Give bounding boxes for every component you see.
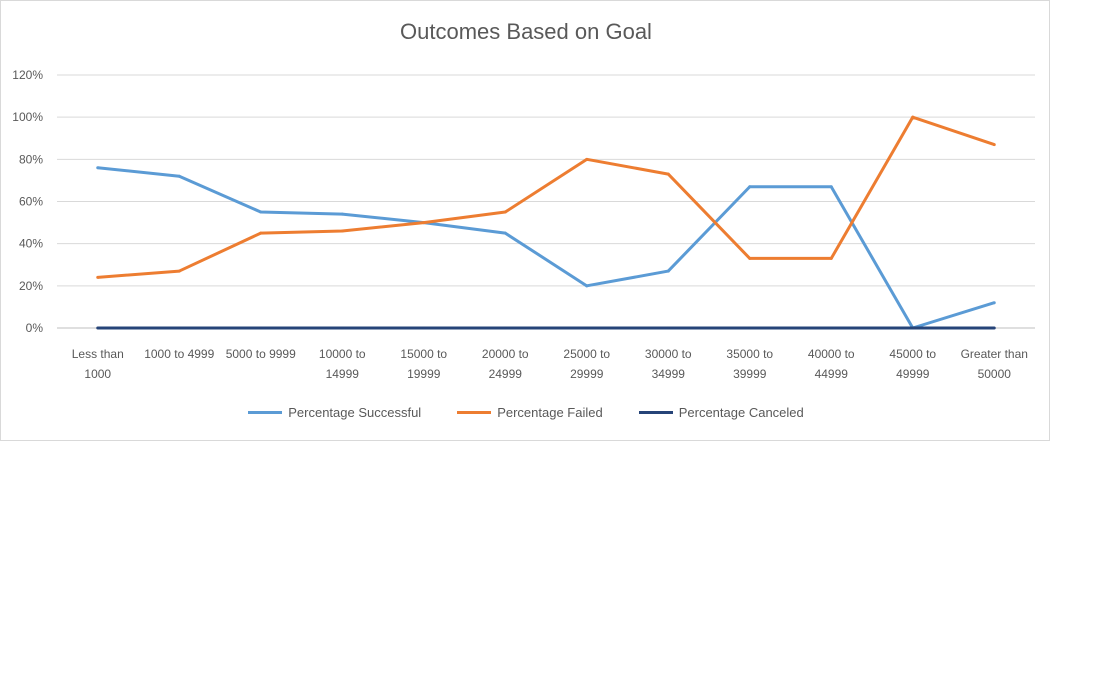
legend-item: Percentage Failed (457, 405, 603, 420)
x-tick-label: 30000 to 34999 (645, 347, 692, 381)
x-tick-label: 5000 to 9999 (226, 347, 296, 361)
data-point (666, 269, 670, 273)
legend-label: Percentage Canceled (678, 405, 804, 420)
chart-frame: Outcomes Based on Goal 0% 20% 40% 60% 80% 100… (0, 0, 1050, 441)
data-point (748, 256, 752, 260)
y-tick-label: 80% (19, 152, 43, 166)
legend-swatch (248, 411, 283, 414)
data-point (177, 174, 181, 178)
data-point (422, 221, 426, 225)
y-tick-label: 20% (19, 279, 43, 293)
x-tick-label: 1000 to 4999 (144, 347, 214, 361)
data-point (422, 326, 426, 330)
data-point (96, 275, 100, 279)
data-point (96, 166, 100, 170)
y-tick-label: 40% (19, 237, 43, 251)
data-point (829, 256, 833, 260)
line-chart: 0% 20% 40% 60% 80% 100% 120% Less than 1000 1000 … (12, 68, 1035, 381)
data-point (666, 172, 670, 176)
data-point (911, 115, 915, 119)
x-tick-label: 45000 to 49999 (889, 347, 936, 381)
series-line-percentage-successful (97, 166, 995, 330)
data-point (748, 185, 752, 189)
y-tick-label: 120% (12, 68, 43, 82)
data-point (829, 326, 833, 330)
data-point (585, 284, 589, 288)
data-point (748, 326, 752, 330)
data-point (829, 185, 833, 189)
data-point (992, 143, 996, 147)
data-point (340, 229, 344, 233)
data-point (259, 231, 263, 235)
data-point (992, 301, 996, 305)
data-point (177, 269, 181, 273)
legend-item: Percentage Canceled (638, 405, 804, 420)
data-point (503, 326, 507, 330)
legend-item: Percentage Successful (248, 405, 421, 420)
data-point (503, 231, 507, 235)
x-tick-label: Less than 1000 (72, 347, 124, 381)
chart-legend: Percentage Successful Percentage Failed Pe… (1, 405, 1051, 420)
x-tick-label: 10000 to 14999 (319, 347, 366, 381)
x-tick-label: 35000 to 39999 (726, 347, 773, 381)
data-point (666, 326, 670, 330)
y-tick-label: 100% (12, 110, 43, 124)
data-point (911, 326, 915, 330)
legend-label: Percentage Failed (497, 405, 603, 420)
data-point (992, 326, 996, 330)
chart-title: Outcomes Based on Goal (400, 19, 652, 44)
data-point (585, 326, 589, 330)
data-point (177, 326, 181, 330)
data-point (503, 210, 507, 214)
x-tick-label: Greater than 50000 (961, 347, 1028, 381)
legend-label: Percentage Successful (288, 405, 422, 420)
y-tick-label: 60% (19, 195, 43, 209)
x-tick-label: 25000 to 29999 (563, 347, 610, 381)
data-point (259, 326, 263, 330)
data-point (96, 326, 100, 330)
x-tick-label: 40000 to 44999 (808, 347, 855, 381)
x-tick-label: 20000 to 24999 (482, 347, 529, 381)
data-point (259, 210, 263, 214)
data-point (340, 212, 344, 216)
series-line-percentage-failed (97, 115, 995, 279)
x-tick-label: 15000 to 19999 (400, 347, 447, 381)
legend-swatch (457, 411, 492, 414)
data-point (340, 326, 344, 330)
data-point (585, 157, 589, 161)
legend-swatch (638, 411, 673, 414)
y-tick-label: 0% (26, 321, 44, 335)
